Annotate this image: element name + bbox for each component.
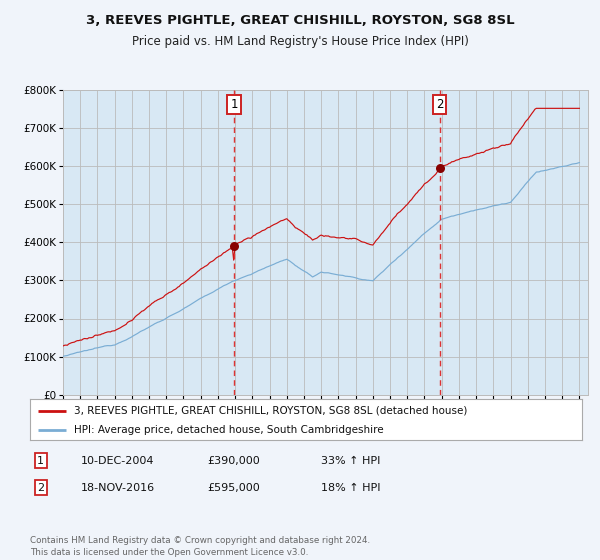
Text: 1: 1	[230, 99, 238, 111]
Text: 10-DEC-2004: 10-DEC-2004	[81, 456, 155, 466]
Text: £595,000: £595,000	[207, 483, 260, 493]
Text: 1: 1	[37, 456, 44, 466]
Text: 18-NOV-2016: 18-NOV-2016	[81, 483, 155, 493]
Text: £390,000: £390,000	[207, 456, 260, 466]
Text: 3, REEVES PIGHTLE, GREAT CHISHILL, ROYSTON, SG8 8SL (detached house): 3, REEVES PIGHTLE, GREAT CHISHILL, ROYST…	[74, 405, 467, 416]
Text: HPI: Average price, detached house, South Cambridgeshire: HPI: Average price, detached house, Sout…	[74, 424, 384, 435]
Text: Contains HM Land Registry data © Crown copyright and database right 2024.
This d: Contains HM Land Registry data © Crown c…	[30, 536, 370, 557]
Text: 18% ↑ HPI: 18% ↑ HPI	[321, 483, 380, 493]
Text: 2: 2	[37, 483, 44, 493]
Text: Price paid vs. HM Land Registry's House Price Index (HPI): Price paid vs. HM Land Registry's House …	[131, 35, 469, 48]
Text: 33% ↑ HPI: 33% ↑ HPI	[321, 456, 380, 466]
Text: 3, REEVES PIGHTLE, GREAT CHISHILL, ROYSTON, SG8 8SL: 3, REEVES PIGHTLE, GREAT CHISHILL, ROYST…	[86, 14, 514, 27]
Text: 2: 2	[436, 99, 443, 111]
